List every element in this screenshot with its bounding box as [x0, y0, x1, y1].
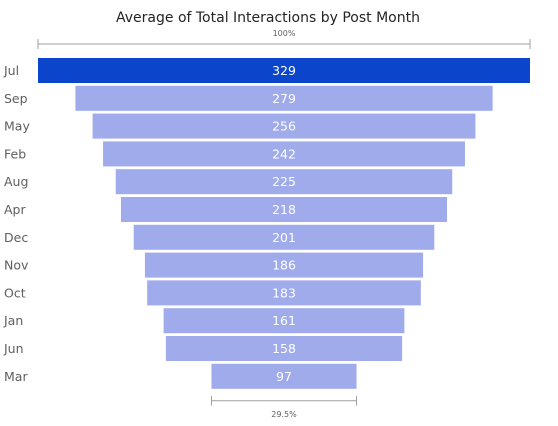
- value-label-may: 256: [272, 119, 296, 134]
- top-percent-bracket: [37, 39, 531, 49]
- category-label-nov: Nov: [4, 258, 29, 273]
- funnel-bar-mar[interactable]: [211, 363, 357, 389]
- value-label-apr: 218: [272, 202, 296, 217]
- bottom-percent-label: 29.5%: [271, 410, 297, 419]
- bottom-percent-bracket: [210, 395, 358, 406]
- funnel-bar-dec[interactable]: [133, 224, 435, 250]
- funnel-bar-feb[interactable]: [103, 141, 465, 167]
- funnel-bars: 329 Jul 279 Sep 256 May 242 Feb 225 Aug 218 Apr 201 D…: [3, 58, 530, 389]
- category-label-jul: Jul: [3, 63, 19, 78]
- category-label-feb: Feb: [4, 146, 26, 161]
- value-label-dec: 201: [272, 230, 296, 245]
- value-label-jan: 161: [272, 313, 296, 328]
- value-label-oct: 183: [272, 285, 296, 300]
- value-label-aug: 225: [272, 174, 296, 189]
- funnel-bar-apr[interactable]: [121, 197, 448, 222]
- category-label-dec: Dec: [4, 230, 28, 245]
- category-label-oct: Oct: [4, 285, 26, 300]
- funnel-bar-aug[interactable]: [115, 169, 453, 195]
- funnel-bar-sep[interactable]: [75, 85, 493, 111]
- category-label-mar: Mar: [4, 369, 28, 384]
- category-label-jun: Jun: [3, 341, 24, 356]
- value-label-mar: 97: [276, 369, 292, 384]
- funnel-bar-may[interactable]: [92, 113, 476, 139]
- value-label-feb: 242: [272, 146, 296, 161]
- value-label-jul: 329: [272, 63, 296, 78]
- funnel-bar-jun[interactable]: [165, 336, 403, 361]
- value-label-nov: 186: [272, 258, 296, 273]
- category-label-sep: Sep: [4, 91, 28, 106]
- value-label-jun: 158: [272, 341, 296, 356]
- funnel-bar-jan[interactable]: [163, 308, 405, 334]
- funnel-bar-nov[interactable]: [144, 252, 424, 278]
- top-percent-label: 100%: [273, 29, 296, 38]
- category-label-aug: Aug: [4, 174, 28, 189]
- value-label-sep: 279: [272, 91, 296, 106]
- funnel-bar-jul[interactable]: [38, 58, 530, 83]
- category-label-apr: Apr: [4, 202, 26, 217]
- funnel-bar-oct[interactable]: [147, 280, 421, 306]
- category-label-may: May: [4, 119, 30, 134]
- category-label-jan: Jan: [3, 313, 23, 328]
- chart-title: Average of Total Interactions by Post Mo…: [116, 10, 420, 26]
